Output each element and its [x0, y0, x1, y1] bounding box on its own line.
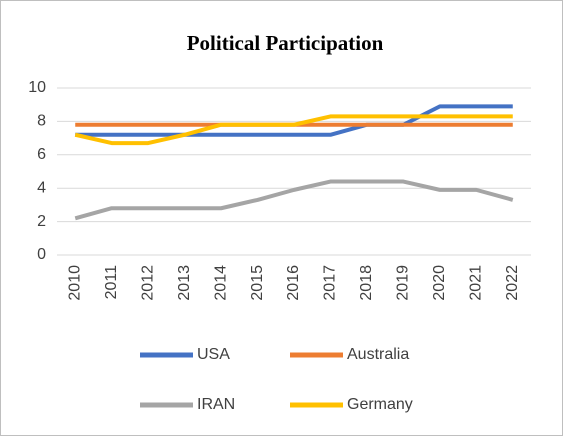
series-line: [74, 114, 513, 146]
x-tick-label: 2013: [176, 265, 193, 301]
x-tick-label: 2014: [212, 265, 229, 301]
x-tick-label: 2021: [468, 265, 485, 301]
y-tick-label: 10: [28, 79, 46, 96]
x-tick-label: 2020: [431, 265, 448, 301]
y-tick-label: 2: [37, 213, 46, 230]
legend-label: Australia: [347, 346, 409, 363]
x-tick-label: 2010: [66, 265, 83, 301]
x-tick-label: 2011: [103, 265, 120, 300]
x-tick-label: 2018: [358, 265, 375, 301]
y-tick-label: 0: [37, 246, 46, 263]
chart-title: Political Participation: [187, 31, 384, 55]
legend-label: USA: [197, 346, 230, 363]
x-tick-label: 2016: [285, 265, 302, 301]
series-line: [74, 179, 514, 221]
legend-label: IRAN: [197, 396, 235, 413]
y-tick-label: 4: [37, 179, 46, 196]
x-tick-label: 2015: [249, 265, 266, 301]
series-line: [75, 104, 513, 137]
y-tick-label: 6: [37, 146, 46, 163]
legend-label: Germany: [347, 396, 413, 413]
x-tick-label: 2012: [139, 265, 156, 301]
x-tick-label: 2017: [322, 265, 339, 301]
y-tick-label: 8: [37, 113, 46, 130]
x-tick-label: 2019: [395, 265, 412, 301]
x-tick-label: 2022: [504, 265, 521, 301]
